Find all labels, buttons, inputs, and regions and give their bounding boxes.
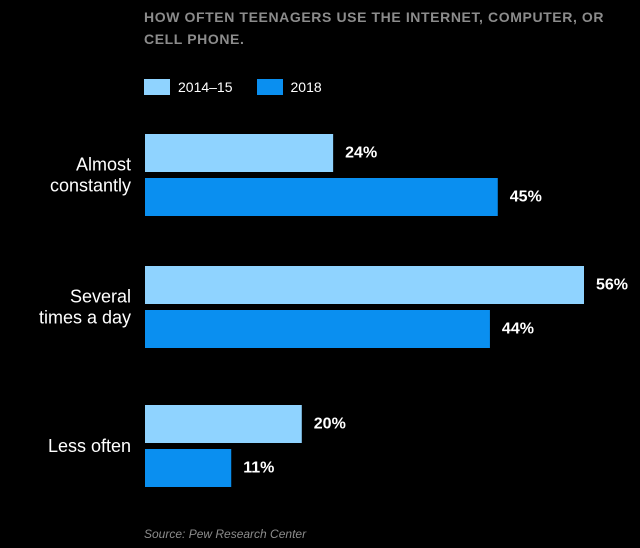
bar-almost-constantly-2018 <box>145 178 498 216</box>
bar-less-often-2014-15 <box>145 405 302 443</box>
category-label-less-often: Less often <box>48 436 131 456</box>
chart-title: HOW OFTEN TEENAGERS USE THE INTERNET, CO… <box>144 9 605 47</box>
category-label-almost-constantly: Almost constantly <box>50 155 131 196</box>
bar-less-often-2018 <box>145 449 232 487</box>
legend-label-2014-15: 2014–15 <box>178 79 233 95</box>
value-label-less-often-2018: 11% <box>243 460 274 477</box>
legend-item-2014-15: 2014–15 <box>144 79 233 95</box>
category-label-line: Almost <box>76 155 131 175</box>
category-label-line: Several <box>70 287 131 307</box>
legend-swatch-2018 <box>256 79 283 95</box>
bar-several-times-a-day-2014-15 <box>145 266 584 304</box>
category-label-several-times-a-day: Several times a day <box>39 287 131 328</box>
bar-almost-constantly-2014-15 <box>145 134 334 172</box>
category-label-line: Less often <box>48 436 131 456</box>
value-label-several-times-a-day-2014-15: 56% <box>596 277 628 294</box>
category-label-line: times a day <box>39 308 131 328</box>
legend-item-2018: 2018 <box>256 79 322 95</box>
value-label-almost-constantly-2014-15: 24% <box>345 145 377 162</box>
legend-label-2018: 2018 <box>290 79 322 95</box>
bar-several-times-a-day-2018 <box>145 310 490 348</box>
value-label-several-times-a-day-2018: 44% <box>502 321 534 338</box>
source-note: Source: Pew Research Center <box>144 527 307 541</box>
value-label-less-often-2014-15: 20% <box>314 416 346 433</box>
legend-swatch-2014-15 <box>144 79 170 95</box>
value-label-almost-constantly-2018: 45% <box>510 189 542 206</box>
chart-legend: 2014–15 2018 <box>144 79 346 95</box>
category-label-line: constantly <box>50 176 131 196</box>
